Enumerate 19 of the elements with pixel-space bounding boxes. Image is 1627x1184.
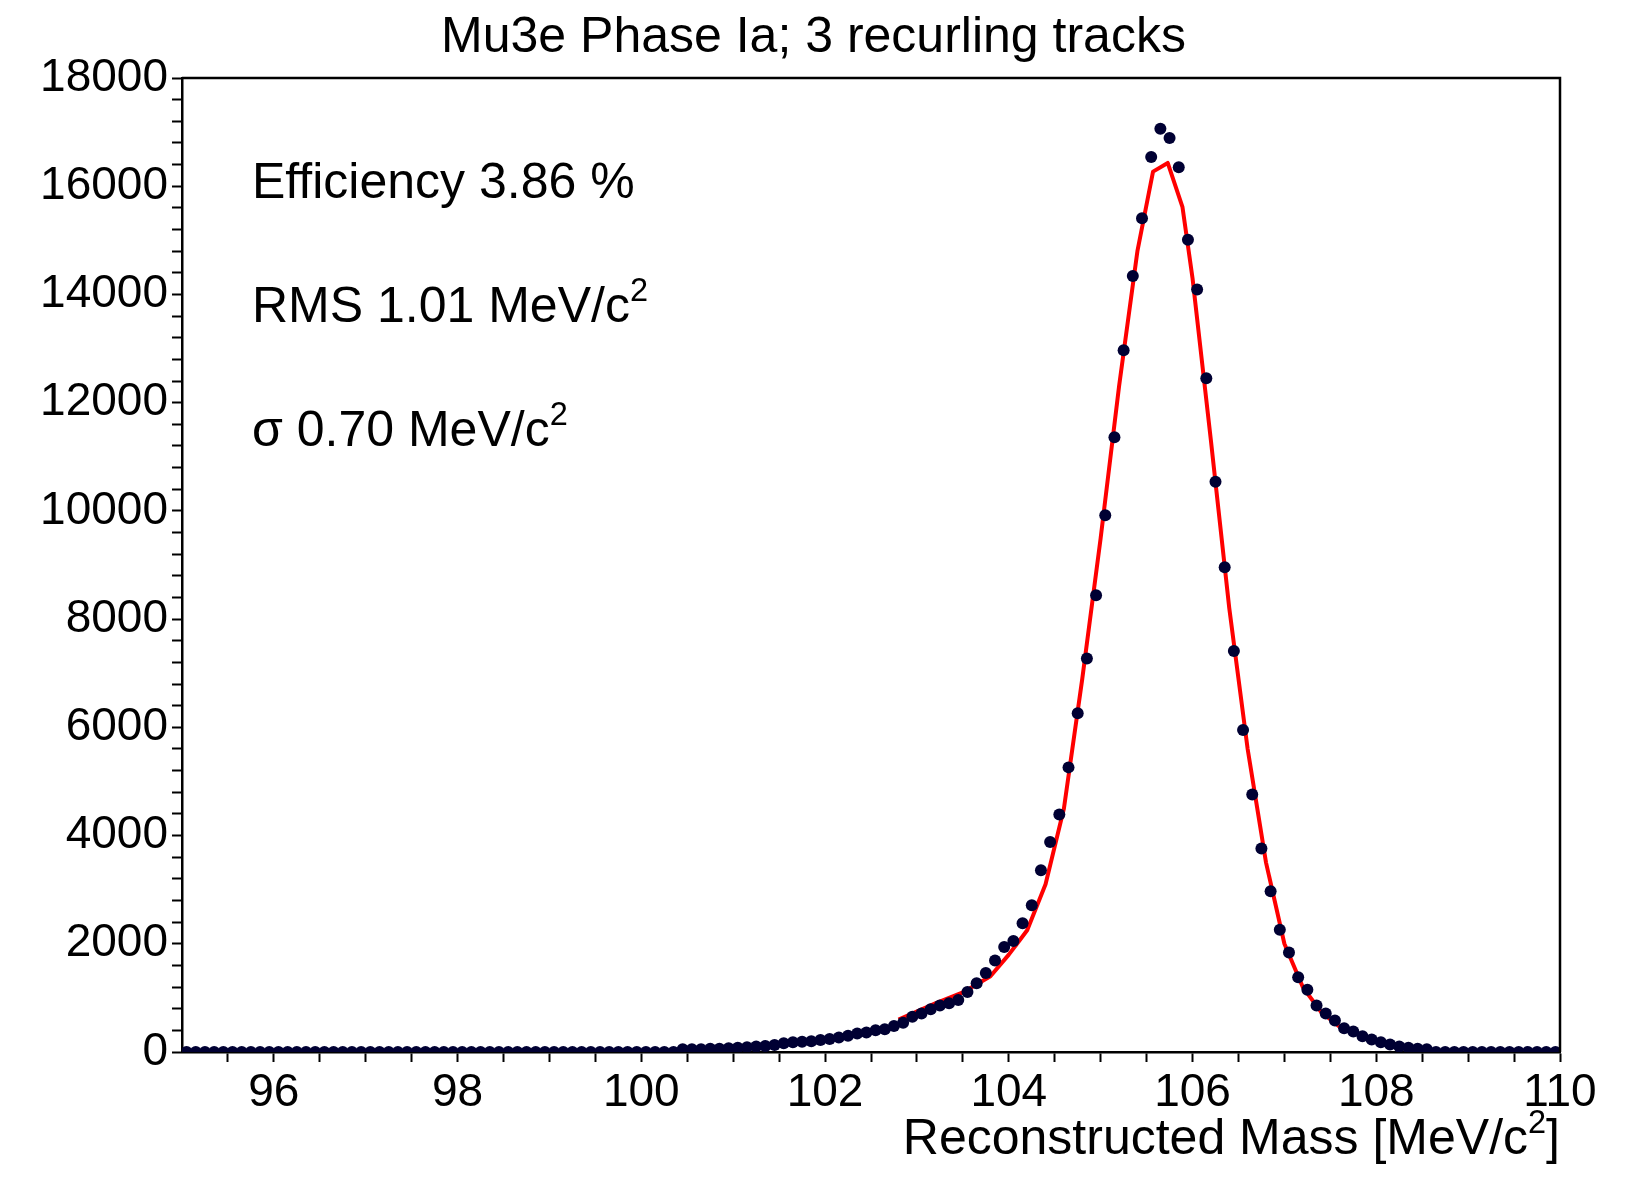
y-tick-label: 12000 bbox=[40, 373, 168, 426]
x-tick-label: 98 bbox=[432, 1064, 484, 1117]
x-tick-label: 106 bbox=[1154, 1064, 1231, 1117]
chart-title: Mu3e Phase Ia; 3 recurling tracks bbox=[441, 7, 1186, 63]
x-tick-label: 96 bbox=[248, 1064, 300, 1117]
annotation: Efficiency 3.86 % bbox=[252, 153, 635, 209]
y-tick-label: 6000 bbox=[65, 698, 168, 751]
x-tick-label: 108 bbox=[1337, 1064, 1415, 1117]
y-tick-label: 8000 bbox=[65, 589, 168, 642]
y-tick-label: 14000 bbox=[40, 265, 168, 318]
y-tick-label: 2000 bbox=[65, 914, 168, 967]
y-tick-label: 16000 bbox=[40, 156, 168, 209]
x-tick-label: 102 bbox=[786, 1064, 864, 1117]
x-tick-label: 100 bbox=[602, 1064, 680, 1117]
y-tick-label: 10000 bbox=[40, 481, 168, 534]
y-tick-label: 4000 bbox=[65, 806, 168, 859]
x-tick-label: 104 bbox=[970, 1064, 1048, 1117]
y-tick-label: 18000 bbox=[40, 48, 168, 101]
y-tick-label: 0 bbox=[142, 1022, 168, 1075]
